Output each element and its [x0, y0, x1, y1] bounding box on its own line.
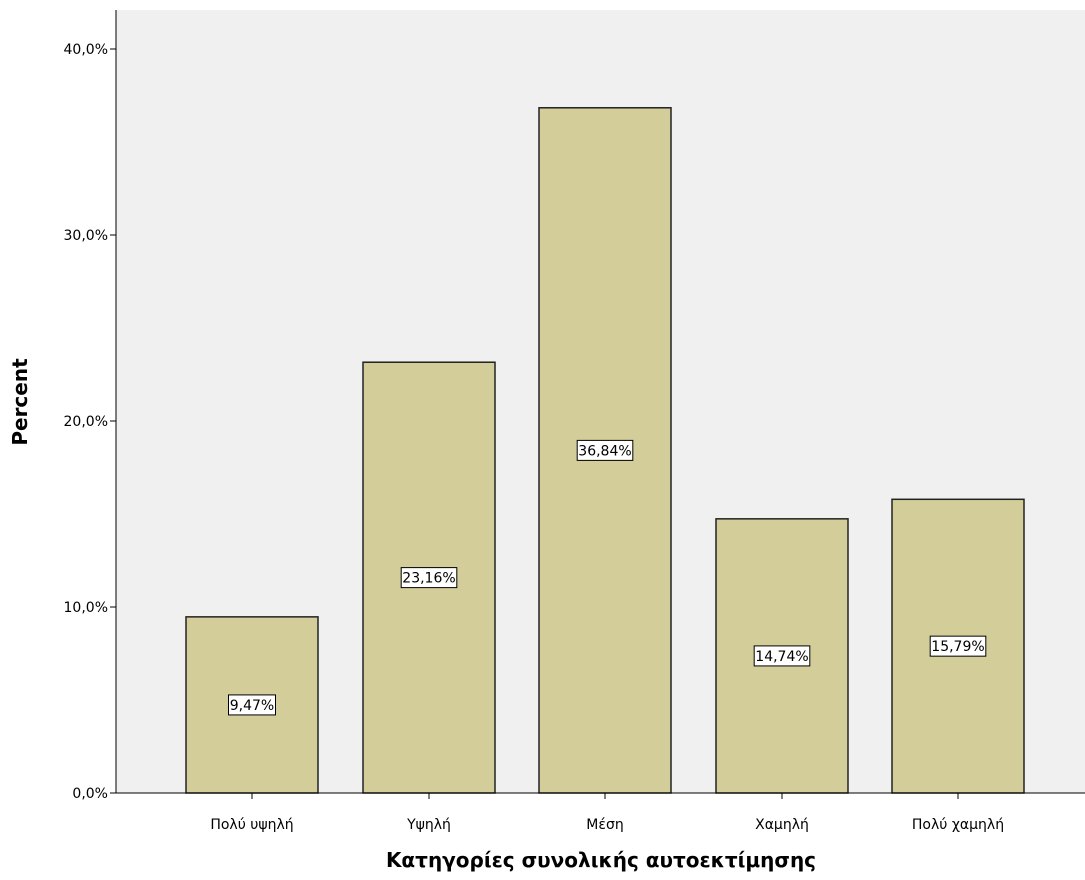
x-axis-title: Κατηγορίες συνολικής αυτοεκτίμησης — [386, 848, 816, 872]
data-label-box — [929, 635, 987, 657]
x-tick-label: Χαμηλή — [755, 817, 809, 833]
x-tick-label: Πολύ υψηλή — [210, 817, 293, 833]
data-label-box — [753, 645, 811, 667]
data-label-box — [400, 567, 458, 589]
x-axis-ticks: Πολύ υψηλή Υψηλή Μέση Χαμηλή Πολύ χαμηλή — [210, 793, 1004, 833]
x-tick-label: Υψηλή — [406, 817, 451, 833]
data-labels: 9,47% 23,16% 36,84% 14,74% 15,79% — [228, 439, 987, 716]
data-label: 15,79% — [931, 639, 984, 655]
y-tick-label: 0,0% — [72, 786, 108, 802]
y-axis-ticks: 0,0% 10,0% 20,0% 30,0% 40,0% — [64, 42, 116, 802]
x-tick-label: Πολύ χαμηλή — [912, 817, 1004, 833]
data-label: 36,84% — [578, 443, 631, 459]
data-label-box — [576, 439, 634, 461]
data-label-box — [228, 694, 276, 716]
y-tick-label: 40,0% — [64, 42, 108, 58]
y-tick-label: 30,0% — [64, 228, 108, 244]
data-label: 14,74% — [755, 649, 808, 665]
y-axis-title: Percent — [8, 358, 32, 446]
x-tick-label: Μέση — [586, 817, 623, 833]
data-label: 23,16% — [402, 571, 455, 587]
y-tick-label: 20,0% — [64, 414, 108, 430]
data-label: 9,47% — [230, 698, 274, 714]
y-tick-label: 10,0% — [64, 600, 108, 616]
